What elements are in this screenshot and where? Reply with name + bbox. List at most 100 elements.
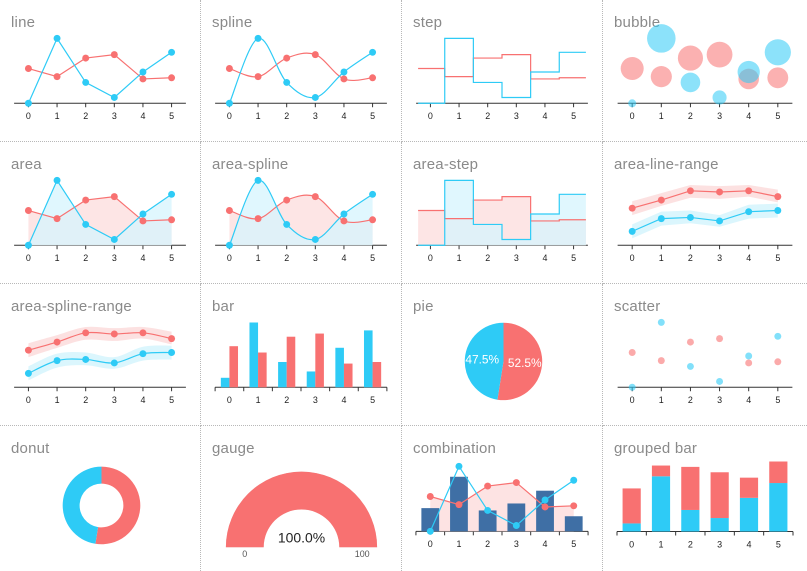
- chart-panel-gauge: gauge 100.0% 0 100: [201, 426, 402, 571]
- chart-panel-line: line 0 1 2 3 4 5: [0, 0, 201, 142]
- chart-panel-combination: combination 0 1 2 3 4 5: [402, 426, 603, 571]
- x-tick-label: 5: [571, 253, 576, 263]
- x-tick-label: 2: [83, 111, 88, 121]
- bubble: [712, 90, 727, 105]
- data-point: [340, 68, 348, 76]
- x-tick-label: 3: [112, 395, 117, 405]
- x-tick-label: 5: [571, 539, 576, 549]
- data-point: [110, 330, 118, 338]
- data-point: [168, 335, 176, 343]
- chart-title: area-step: [413, 156, 479, 173]
- bar: [769, 483, 788, 532]
- data-point: [774, 332, 782, 340]
- chart-panel-area-spline-range: area-spline-range 0 1 2 3 4 5: [0, 284, 201, 426]
- x-tick-label: 2: [284, 395, 289, 405]
- data-point: [254, 215, 262, 223]
- range-area: [28, 326, 172, 358]
- bubble: [620, 57, 644, 81]
- series-line: [28, 195, 172, 222]
- bar: [315, 333, 324, 388]
- data-point: [53, 215, 61, 223]
- data-point: [168, 190, 176, 198]
- bubble: [647, 24, 676, 53]
- bar: [478, 510, 497, 532]
- x-tick-label: 0: [227, 253, 232, 263]
- data-point: [657, 215, 665, 223]
- x-tick-label: 1: [659, 111, 664, 121]
- data-point: [53, 338, 61, 346]
- data-point: [110, 94, 118, 101]
- x-tick-label: 5: [776, 540, 781, 550]
- data-point: [24, 65, 32, 72]
- data-point: [254, 73, 262, 81]
- slice-label: 52.5%: [508, 356, 542, 370]
- data-point: [225, 99, 233, 107]
- chart-panel-donut: donut: [0, 426, 201, 571]
- x-tick-label: 0: [227, 111, 232, 121]
- data-point: [369, 48, 377, 56]
- series-line: [430, 481, 574, 508]
- chart-plot: 0 1 2 3 4 5: [617, 185, 793, 263]
- data-point: [283, 220, 291, 228]
- x-tick-label: 4: [746, 111, 751, 121]
- x-tick-label: 0: [428, 253, 433, 263]
- chart-title: spline: [212, 14, 253, 31]
- bar: [249, 322, 259, 388]
- data-point: [225, 207, 233, 214]
- chart-plot: 0 1 2 3 4 5: [14, 326, 186, 405]
- data-point: [657, 357, 665, 365]
- x-tick-label: 2: [688, 540, 693, 550]
- chart-title: area-line-range: [614, 156, 719, 173]
- x-tick-label: 0: [629, 540, 634, 550]
- bar: [710, 518, 729, 532]
- x-tick-label: 5: [370, 253, 375, 263]
- chart-title: bar: [212, 298, 235, 315]
- data-point: [426, 527, 434, 535]
- bubble: [628, 99, 637, 108]
- data-point: [745, 352, 753, 360]
- x-tick-label: 5: [370, 395, 375, 405]
- data-point: [283, 196, 291, 204]
- chart-title: grouped bar: [614, 440, 698, 457]
- x-tick-label: 3: [313, 253, 318, 263]
- x-tick-label: 2: [688, 111, 693, 121]
- data-point: [110, 236, 118, 243]
- chart-title: scatter: [614, 298, 661, 315]
- data-point: [24, 99, 32, 107]
- data-point: [686, 362, 694, 370]
- area: [28, 180, 172, 246]
- x-tick-label: 0: [630, 395, 635, 405]
- chart-title: line: [11, 14, 36, 31]
- bar: [229, 346, 239, 388]
- data-point: [340, 75, 348, 83]
- data-point: [369, 216, 377, 224]
- data-point: [139, 68, 147, 76]
- bar: [507, 503, 526, 532]
- x-tick-label: 1: [256, 111, 261, 121]
- data-point: [570, 502, 578, 510]
- x-tick-label: 5: [169, 253, 174, 263]
- chart-plot: [62, 466, 141, 545]
- data-point: [110, 51, 118, 59]
- gauge-fill: [225, 471, 378, 548]
- data-point: [225, 65, 233, 72]
- data-point: [686, 213, 694, 221]
- x-tick-label: 4: [746, 395, 751, 405]
- x-tick-label: 1: [256, 253, 261, 263]
- data-point: [628, 227, 636, 235]
- x-tick-label: 3: [717, 540, 722, 550]
- series-line: [27, 179, 172, 246]
- data-point: [369, 74, 377, 82]
- data-point: [657, 196, 665, 204]
- data-point: [53, 73, 61, 81]
- range-area: [28, 345, 172, 381]
- x-tick-label: 3: [313, 395, 318, 405]
- bubble: [737, 60, 760, 84]
- series-line: [27, 37, 172, 104]
- data-point: [254, 176, 262, 184]
- x-tick-label: 3: [514, 111, 519, 121]
- data-point: [139, 75, 147, 83]
- x-tick-label: 4: [140, 111, 145, 121]
- data-point: [484, 482, 492, 490]
- chart-plot: 100.0% 0 100: [225, 471, 378, 559]
